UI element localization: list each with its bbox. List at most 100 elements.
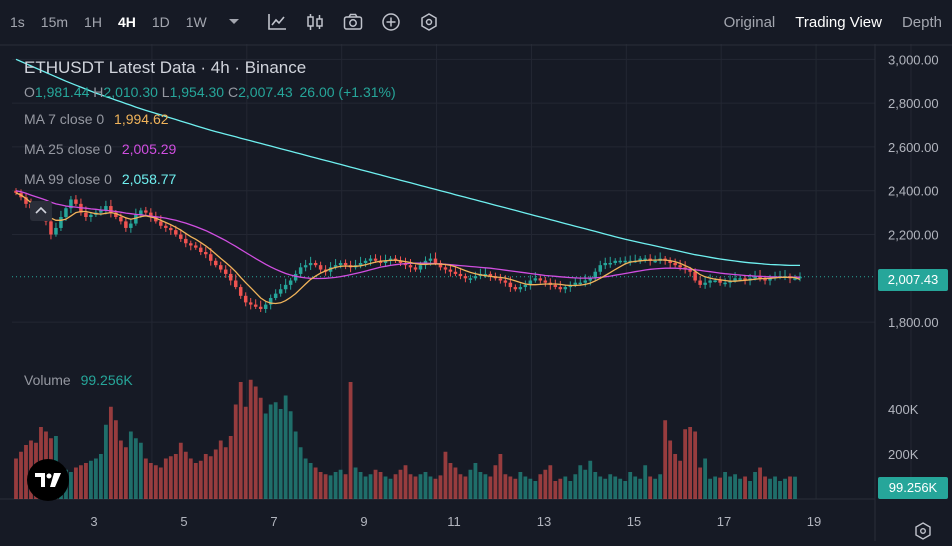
- settings-icon[interactable]: [913, 522, 933, 540]
- candlestick-chart[interactable]: 3,000.00 2,800.00 2,600.00 2,400.00 2,200.00…: [0, 44, 952, 541]
- chevron-down-icon[interactable]: [224, 12, 244, 32]
- candle-body: [263, 304, 268, 309]
- candle-body: [503, 280, 508, 283]
- candle-body: [278, 289, 283, 294]
- timeframe-4h[interactable]: 4H: [117, 14, 136, 30]
- volume-bar: [94, 458, 98, 499]
- candle-body: [338, 262, 343, 266]
- volume-bar: [168, 456, 173, 499]
- volume-bar: [733, 474, 737, 499]
- volume-bar: [468, 469, 473, 499]
- view-original[interactable]: Original: [723, 13, 776, 31]
- volume-bar: [79, 465, 83, 499]
- candle-body: [638, 258, 642, 261]
- volume-bar: [718, 477, 722, 499]
- volume-bar: [288, 411, 293, 499]
- volume-bar: [398, 469, 403, 499]
- candle-body: [243, 295, 248, 303]
- chart-area[interactable]: 3,000.00 2,800.00 2,600.00 2,400.00 2,200.00…: [0, 44, 952, 541]
- volume-bar: [688, 427, 693, 499]
- time-tick-label: 3: [90, 514, 97, 529]
- candle-body: [408, 265, 413, 268]
- volume-bar: [478, 472, 483, 499]
- hexagon-settings-icon[interactable]: [419, 12, 439, 32]
- volume-bar: [133, 438, 138, 499]
- volume-bar: [203, 454, 208, 499]
- candle-body: [438, 262, 443, 268]
- candle-body: [303, 265, 308, 268]
- view-depth[interactable]: Depth: [901, 13, 942, 31]
- change-value: 26.00 (+1.31%): [299, 84, 396, 100]
- volume-bar: [353, 467, 358, 499]
- price-tick-label: 1,800.00: [888, 315, 939, 330]
- timeframe-1h[interactable]: 1H: [84, 14, 102, 30]
- candle-body: [213, 260, 218, 266]
- timeframe-1d[interactable]: 1D: [151, 14, 170, 30]
- volume-bar: [188, 458, 193, 499]
- candle-body: [743, 278, 747, 281]
- candle-body: [673, 262, 677, 266]
- close-label: C: [227, 84, 239, 100]
- volume-bar: [413, 476, 418, 499]
- line-chart-icon[interactable]: [267, 12, 287, 32]
- time-tick-label: 13: [537, 514, 551, 529]
- view-trading-view[interactable]: Trading View: [795, 13, 882, 31]
- tradingview-logo-icon: [35, 473, 61, 487]
- volume-bar: [273, 402, 278, 499]
- candle-body: [518, 287, 523, 290]
- candle-body: [448, 269, 453, 272]
- ma99-legend: MA 99 close 0 2,058.77: [24, 171, 176, 187]
- price-tick-label: 2,800.00: [888, 96, 939, 111]
- time-tick-label: 11: [447, 514, 461, 529]
- plus-circle-icon[interactable]: [381, 12, 401, 32]
- candle-body: [199, 247, 203, 253]
- volume-bar: [658, 474, 663, 499]
- timeframe-1s[interactable]: 1s: [10, 14, 25, 30]
- chart-toolbar: 1s 15m 1H 4H 1D 1W Original Trading View Depth: [0, 0, 952, 44]
- collapse-legend-button[interactable]: [30, 201, 52, 221]
- low-value: 1,954.30: [169, 84, 225, 100]
- volume-bar: [638, 478, 643, 499]
- volume-bar: [518, 472, 523, 499]
- candle-body: [498, 278, 503, 281]
- volume-bar: [453, 467, 458, 499]
- candle-body: [618, 260, 622, 263]
- camera-icon[interactable]: [343, 12, 363, 32]
- volume-bar: [403, 465, 408, 499]
- candle-body: [139, 210, 143, 215]
- volume-bar: [123, 447, 128, 499]
- volume-bar: [89, 460, 93, 499]
- candle-body: [733, 278, 737, 281]
- candle-body: [134, 214, 138, 224]
- volume-bar: [548, 465, 553, 499]
- volume-bar: [503, 474, 508, 499]
- volume-bar: [543, 469, 548, 499]
- volume-bar: [428, 476, 433, 499]
- candle-body: [543, 280, 548, 283]
- timeframe-15m[interactable]: 15m: [40, 14, 69, 30]
- volume-bar: [488, 476, 493, 499]
- volume-bar: [668, 440, 673, 499]
- volume-bar: [138, 442, 143, 499]
- candles-icon[interactable]: [305, 12, 325, 32]
- timeframe-1w[interactable]: 1W: [185, 14, 207, 30]
- volume-bar: [418, 474, 423, 499]
- candle-body: [643, 258, 647, 261]
- candle-body: [578, 282, 583, 285]
- tradingview-logo[interactable]: [27, 459, 69, 501]
- time-tick-label: 19: [807, 514, 821, 529]
- candle-body: [149, 212, 153, 217]
- candle-body: [718, 280, 722, 283]
- volume-bar: [84, 463, 88, 499]
- ma99-value: 2,058.77: [121, 171, 177, 187]
- volume-bar: [773, 476, 777, 499]
- volume-bar: [528, 478, 533, 499]
- candle-body: [209, 254, 213, 261]
- volume-bar: [748, 481, 752, 499]
- ma25-label: MA 25 close 0: [24, 141, 112, 157]
- volume-bar: [383, 476, 388, 499]
- volume-bar: [258, 397, 263, 499]
- volume-bar: [198, 460, 203, 499]
- candle-body: [109, 206, 113, 213]
- volume-bar: [158, 467, 163, 499]
